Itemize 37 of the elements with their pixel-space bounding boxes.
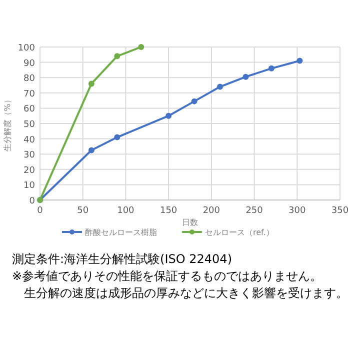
y-tick-label: 40 — [24, 135, 36, 146]
x-tick-label: 250 — [246, 206, 264, 216]
y-tick-label: 0 — [29, 196, 36, 206]
point — [191, 98, 198, 104]
point — [166, 112, 172, 119]
point — [88, 80, 94, 87]
y-axis-title: 生分解度（%） — [3, 96, 12, 152]
y-tick-label: 30 — [24, 150, 36, 161]
y-tick-label: 50 — [24, 120, 36, 130]
x-axis-title: 日数 — [182, 218, 198, 227]
text: 測定条件:海洋生分解性試験(ISO 22404) — [12, 252, 232, 266]
text: ※参考値でありその性能を保証するものではありません。 — [12, 269, 322, 283]
y-tick-label: 80 — [24, 74, 36, 84]
y-tick-label: 70 — [24, 89, 36, 100]
point — [268, 65, 274, 72]
legend-label: 酢酸セルロース樹脂 — [85, 228, 157, 237]
point — [114, 134, 120, 140]
point — [88, 147, 94, 154]
x-tick-label: 150 — [160, 206, 178, 216]
point — [242, 74, 249, 80]
legend-label: セルロース（ref.） — [205, 228, 274, 237]
point — [217, 84, 223, 90]
point — [296, 58, 303, 64]
y-tick-label: 90 — [24, 58, 36, 69]
x-tick-label: 200 — [202, 206, 220, 216]
text: 生分解の速度は成形品の厚みなどに大きく影響を受けます。 — [12, 286, 348, 300]
x-tick-label: 300 — [288, 206, 306, 216]
y-tick-label: 100 — [18, 44, 36, 54]
y-tick-label: 20 — [24, 166, 36, 176]
point — [138, 44, 144, 50]
y-tick-label: 60 — [24, 104, 36, 115]
y-tick-label: 10 — [24, 181, 36, 192]
point — [114, 53, 120, 60]
x-tick-label: 100 — [117, 206, 135, 216]
x-tick-label: 50 — [77, 206, 89, 216]
x-tick-label: 350 — [331, 206, 349, 216]
x-tick-label: 0 — [37, 206, 44, 216]
